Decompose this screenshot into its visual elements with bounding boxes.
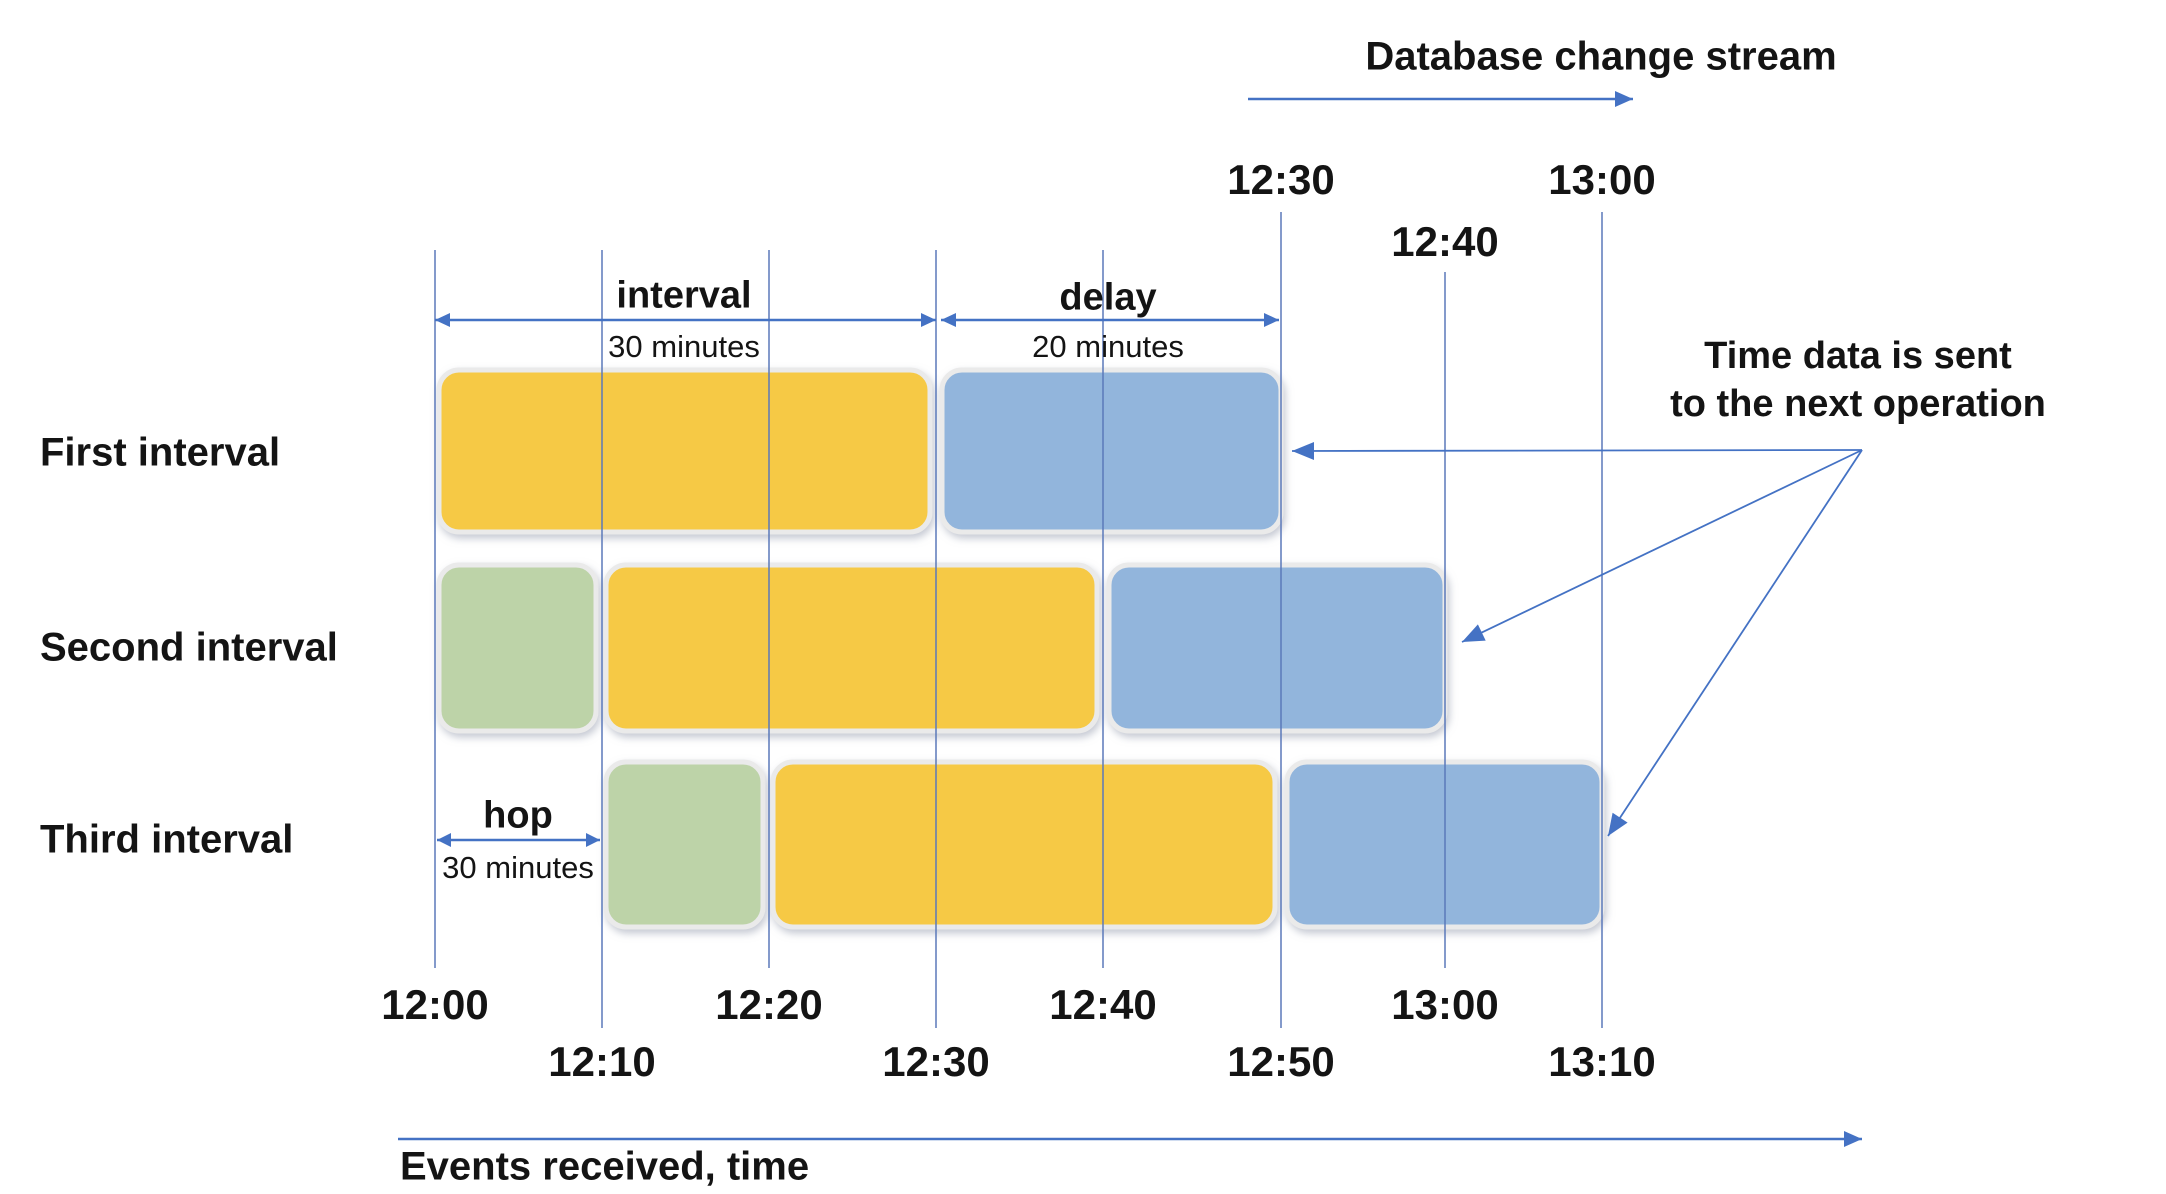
bottom-axis-arrow-arrowhead-icon [1844,1131,1862,1147]
delay-duration: 20 minutes [1032,329,1184,364]
top-stream-title: Database change stream [1365,34,1837,79]
interval-measure-arrow-arrowhead-icon [435,313,450,327]
hop-duration: 30 minutes [442,850,594,885]
top-tick-label-12-30: 12:30 [1227,156,1335,203]
hop-box-row2 [436,562,599,734]
bottom-tick-label-13-10: 13:10 [1548,1038,1656,1085]
delay-measure-arrow-arrowhead-icon [1264,313,1279,327]
note-line-2: to the next operation [1670,383,2046,425]
bottom-tick-label-12-20: 12:20 [715,981,823,1028]
delay-measure-arrow-arrowhead-icon [941,313,956,327]
hop-box-row3 [603,759,766,930]
note-arrow-row1-arrowhead-icon [1292,442,1314,460]
top-tick-label-12-40: 12:40 [1391,218,1499,265]
window-box-row3 [770,759,1278,930]
bottom-tick-label-13-00: 13:00 [1391,981,1499,1028]
row-label-second-interval: Second interval [40,625,338,670]
note-arrow-row2-arrowhead-icon [1462,624,1486,642]
note-arrow-row3 [1607,449,1863,837]
note-arrow-row1 [1291,449,1863,452]
row-label-first-interval: First interval [40,430,281,475]
note-arrow-row2 [1461,449,1863,643]
delay-label: delay [1059,276,1157,319]
interval-measure-arrow-arrowhead-icon [921,313,936,327]
hop-measure-arrow-arrowhead-icon [586,833,600,847]
bottom-tick-label-12-00: 12:00 [381,981,489,1028]
bottom-tick-label-12-30: 12:30 [882,1038,990,1085]
bottom-tick-label-12-50: 12:50 [1227,1038,1335,1085]
interval-duration: 30 minutes [608,329,760,364]
top-stream-arrow-arrowhead-icon [1615,91,1633,107]
delay-box-row2 [1106,562,1448,734]
top-tick-label-13-00: 13:00 [1548,156,1656,203]
hop-label: hop [483,794,553,837]
delay-box-row1 [939,367,1284,535]
bottom-axis-title: Events received, time [400,1144,810,1189]
window-box-row2 [603,562,1100,734]
interval-label: interval [616,274,752,317]
window-box-row1 [436,367,933,535]
row-label-third-interval: Third interval [40,817,294,862]
bottom-tick-label-12-10: 12:10 [548,1038,656,1085]
hop-measure-arrow-arrowhead-icon [437,833,451,847]
note-arrow-row3-arrowhead-icon [1608,812,1628,836]
bottom-tick-label-12-40: 12:40 [1049,981,1157,1028]
note-line-1: Time data is sent [1704,335,2012,377]
